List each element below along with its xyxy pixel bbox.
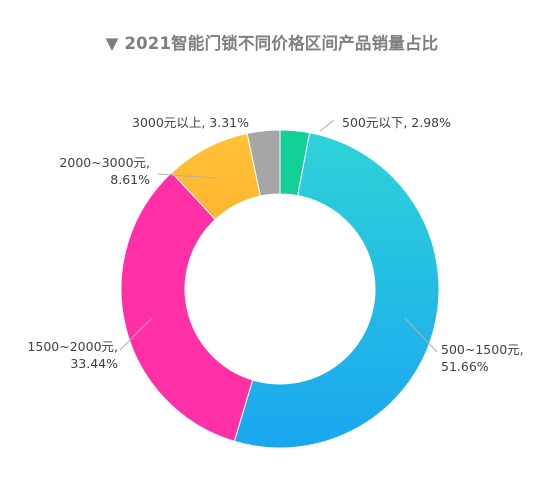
slice-2 [233,132,440,449]
labels-group: 500元以下, 2.98% 500~1500元, 51.66% 1500~2000元,… [27,115,523,374]
data-label-3: 1500~2000元, 33.44% [27,339,118,371]
leader-line-4 [157,173,216,179]
slice-5 [246,129,281,197]
data-label-5: 3000元以上, 3.31% [132,115,249,130]
chart-title: ▼ 2021智能门锁不同价格区间产品销量占比 [105,34,439,53]
data-label-1: 500元以下, 2.98% [342,115,451,130]
slice-3 [120,171,254,442]
leader-line-1 [319,119,335,132]
leader-line-2 [404,317,438,353]
data-label-2: 500~1500元, 51.66% [441,342,524,374]
leader-line-3 [119,317,153,351]
data-label-4: 2000~3000元, 8.61% [59,155,150,187]
leader-lines-group [119,119,438,353]
slices-group [120,129,440,449]
